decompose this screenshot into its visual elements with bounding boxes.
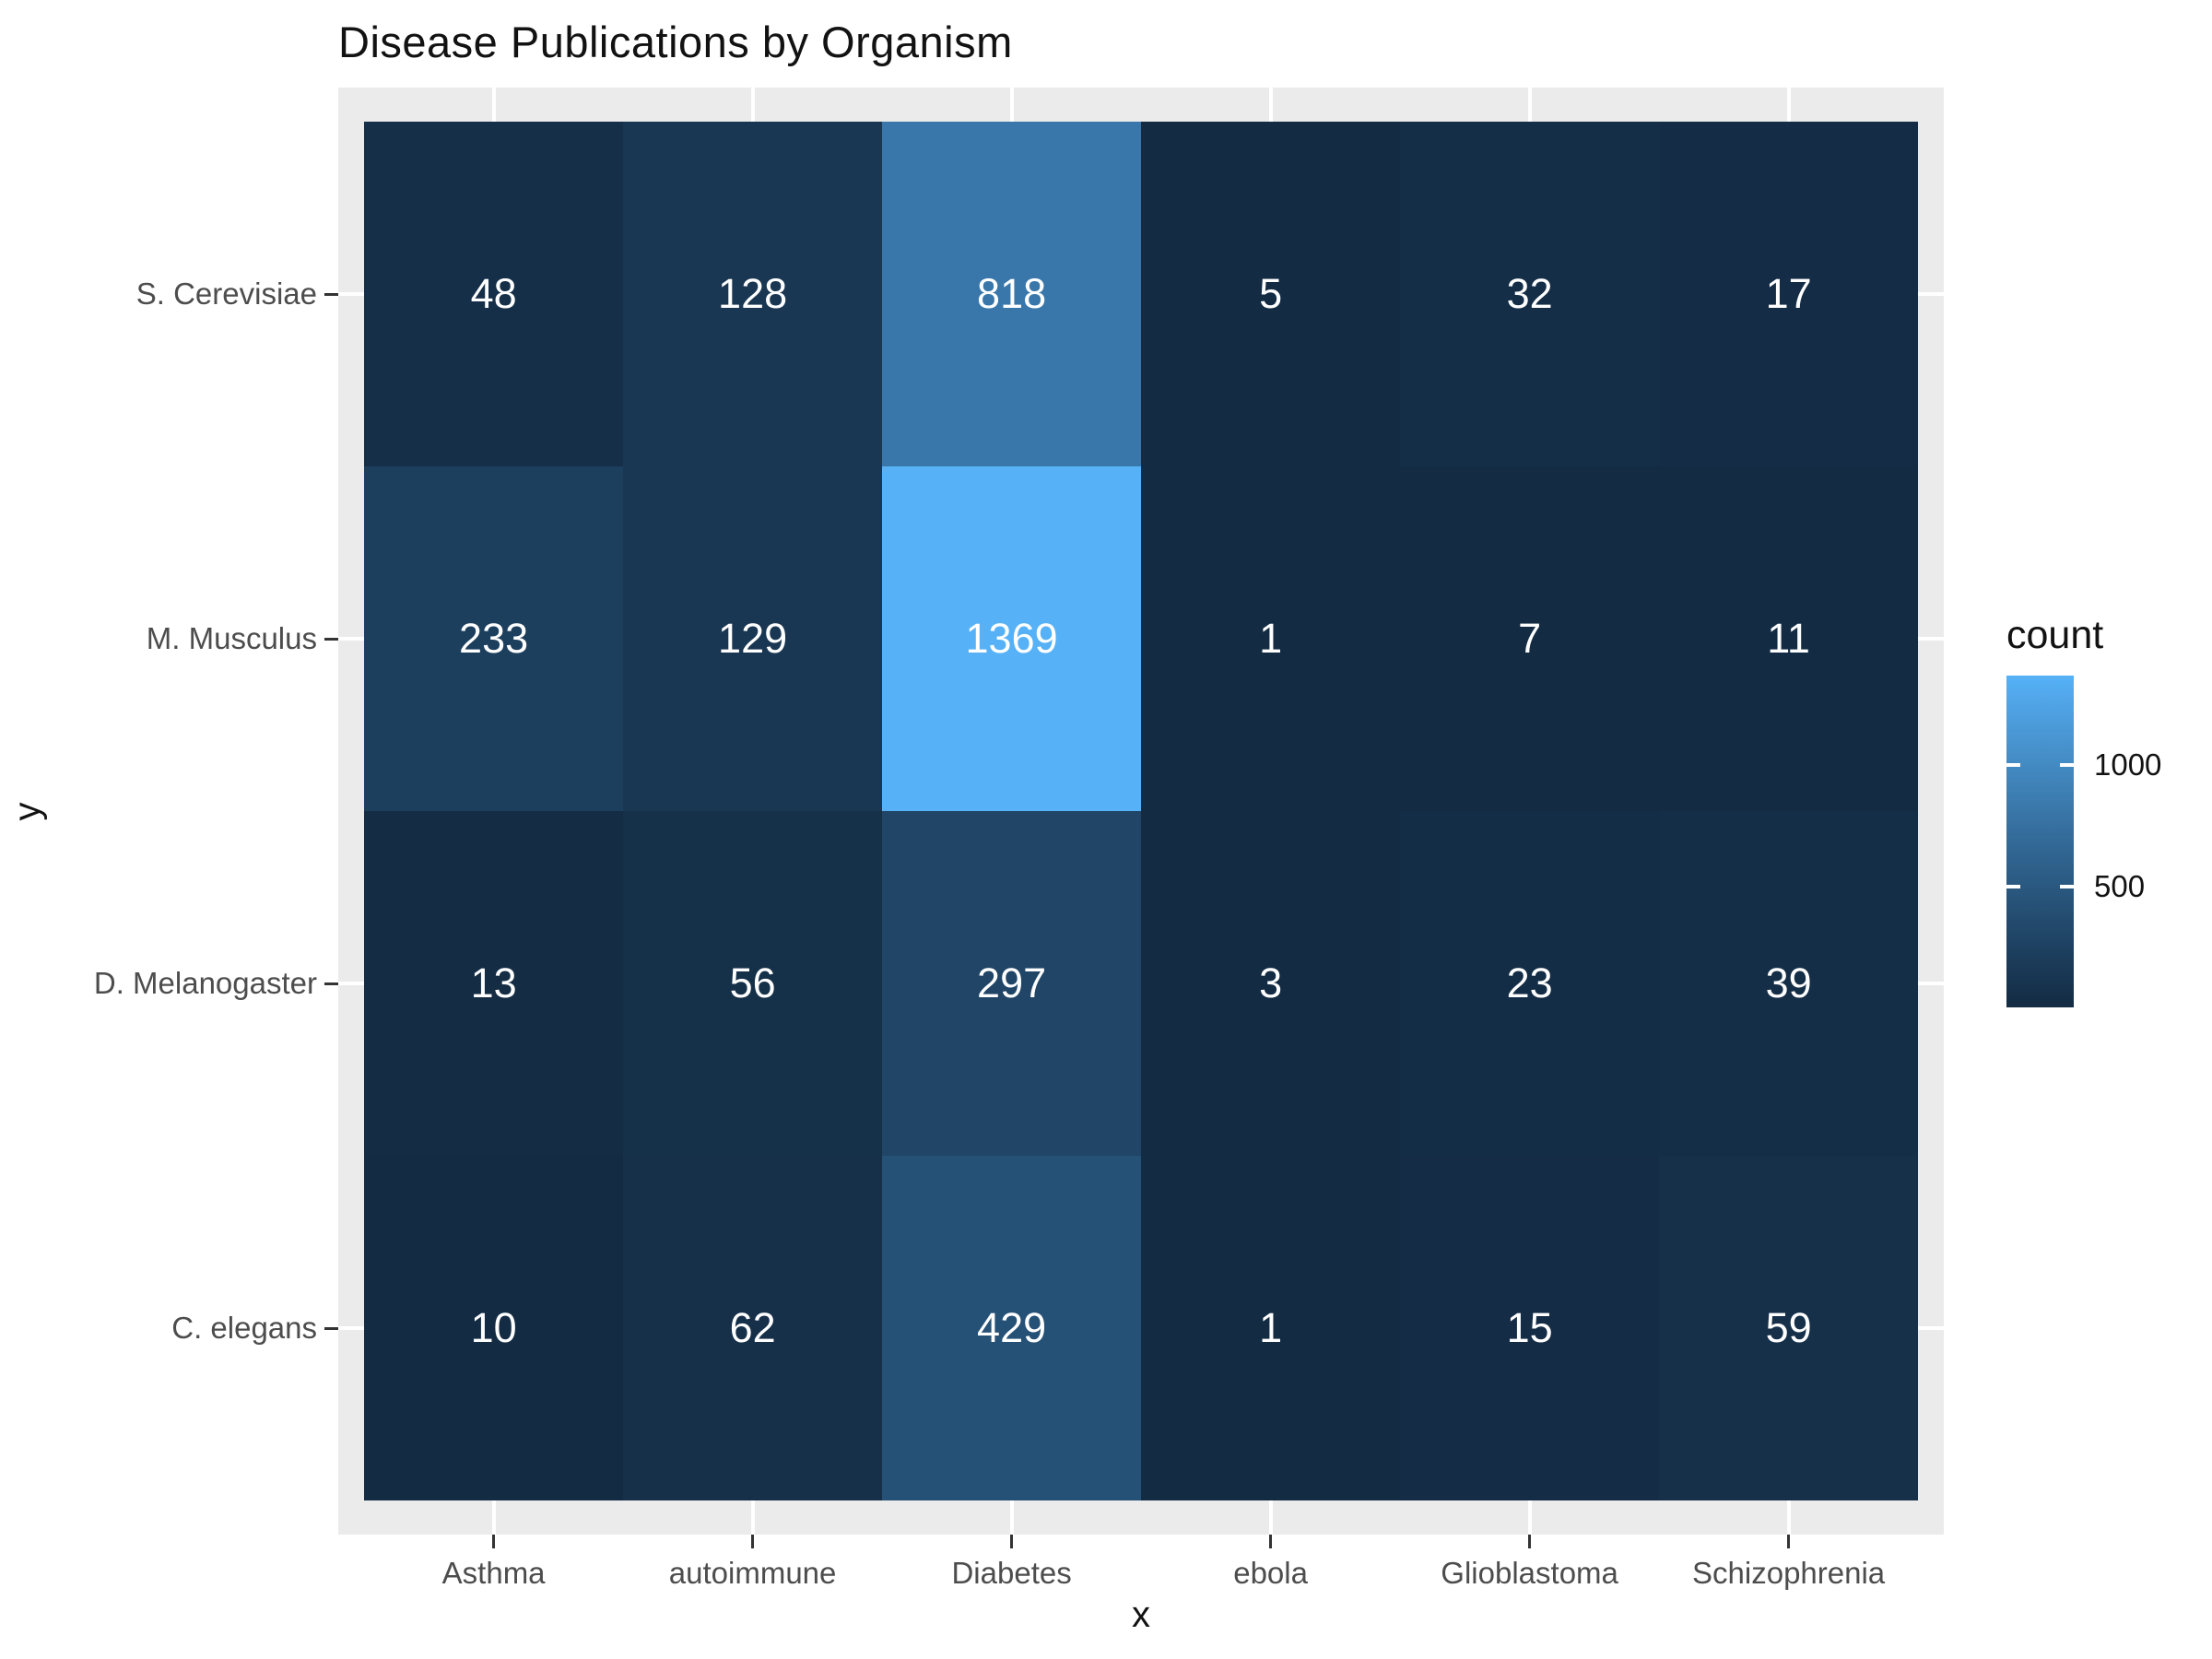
heatmap-cell: 7	[1400, 466, 1660, 811]
x-tick-label: Glioblastoma	[1441, 1556, 1618, 1590]
heatmap-cell: 233	[364, 466, 624, 811]
heatmap-cell: 10	[364, 1156, 624, 1500]
heatmap-cell: 129	[623, 466, 883, 811]
x-tick-mark	[1010, 1535, 1014, 1548]
legend-gradient-bar	[2006, 676, 2074, 1007]
heatmap-cell-value: 128	[718, 270, 788, 317]
x-tick-label: Schizophrenia	[1692, 1556, 1886, 1590]
x-tick-mark	[1269, 1535, 1273, 1548]
heatmap-cell: 32	[1400, 122, 1660, 466]
heatmap-cell-value: 1369	[965, 615, 1058, 662]
y-tick-label: D. Melanogaster	[93, 966, 317, 1000]
y-tick-mark	[324, 292, 338, 296]
y-tick-mark	[324, 637, 338, 641]
heatmap-cell-value: 429	[977, 1304, 1047, 1351]
heatmap-cell: 3	[1141, 811, 1401, 1156]
heatmap-cell: 23	[1400, 811, 1660, 1156]
heatmap-cell: 429	[882, 1156, 1142, 1500]
heatmap-cell-value: 1	[1259, 1304, 1283, 1351]
legend-tick-mark	[2006, 763, 2020, 768]
heatmap-cell: 62	[623, 1156, 883, 1500]
heatmap-cell: 11	[1659, 466, 1919, 811]
y-tick-label: S. Cerevisiae	[135, 276, 317, 311]
plot-panel: 48 128 818 5 32 17 233 129 1369 1 7 11 13 56 297 3 23 39 1…	[338, 88, 1944, 1535]
heatmap-cell-value: 3	[1259, 959, 1283, 1006]
y-tick-label: M. Musculus	[146, 621, 317, 655]
legend-tick-label: 1000	[2094, 747, 2162, 782]
x-tick-label: autoimmune	[668, 1556, 837, 1590]
heatmap-cell: 297	[882, 811, 1142, 1156]
heatmap-cell: 13	[364, 811, 624, 1156]
legend-tick-mark	[2006, 884, 2020, 888]
heatmap-cell-value: 7	[1518, 615, 1542, 662]
legend-title: count	[2006, 613, 2104, 657]
heatmap-cell-value: 233	[459, 615, 529, 662]
heatmap-cell-value: 13	[470, 959, 517, 1006]
heatmap-cell: 59	[1659, 1156, 1919, 1500]
x-axis-title: x	[1132, 1594, 1150, 1635]
heatmap-cell-value: 23	[1506, 959, 1553, 1006]
legend-tick-label: 500	[2094, 868, 2146, 903]
heatmap-cell: 39	[1659, 811, 1919, 1156]
y-tick-label: C. elegans	[171, 1311, 317, 1345]
heatmap-cell-value: 10	[470, 1304, 517, 1351]
heatmap-cell: 1	[1141, 466, 1401, 811]
heatmap-cell: 17	[1659, 122, 1919, 466]
heatmap-cell-value: 17	[1765, 270, 1812, 317]
heatmap-cell-value: 59	[1765, 1304, 1812, 1351]
heatmap-cell-value: 1	[1259, 615, 1283, 662]
y-tick-mark	[324, 982, 338, 985]
x-tick-label: Diabetes	[951, 1556, 1072, 1590]
y-tick-mark	[324, 1326, 338, 1330]
heatmap-cell: 1	[1141, 1156, 1401, 1500]
heatmap-cell-value: 15	[1506, 1304, 1553, 1351]
x-tick-label: ebola	[1233, 1556, 1308, 1590]
heatmap-cell: 5	[1141, 122, 1401, 466]
heatmap-cell: 1369	[882, 466, 1142, 811]
heatmap-cell-value: 32	[1506, 270, 1553, 317]
heatmap-cell-value: 129	[718, 615, 788, 662]
heatmap-cell-value: 56	[729, 959, 776, 1006]
x-tick-label: Asthma	[441, 1556, 546, 1590]
x-tick-mark	[1528, 1535, 1532, 1548]
heatmap-cell-value: 62	[729, 1304, 776, 1351]
heatmap-cell-value: 818	[977, 270, 1047, 317]
heatmap-cell-value: 11	[1767, 615, 1810, 662]
x-tick-mark	[492, 1535, 496, 1548]
heatmap-cell-value: 39	[1765, 959, 1812, 1006]
x-tick-mark	[1787, 1535, 1791, 1548]
legend-tick-mark	[2060, 884, 2074, 888]
heatmap-cell: 48	[364, 122, 624, 466]
heatmap-cell-value: 48	[470, 270, 517, 317]
heatmap-cell: 15	[1400, 1156, 1660, 1500]
legend-tick-mark	[2060, 763, 2074, 768]
heatmap-cell-value: 5	[1259, 270, 1283, 317]
heatmap-cell: 56	[623, 811, 883, 1156]
heatmap-cell: 818	[882, 122, 1142, 466]
x-tick-mark	[751, 1535, 755, 1548]
y-axis-title: y	[6, 802, 48, 821]
heatmap-cell-value: 297	[977, 959, 1047, 1006]
heatmap-cell: 128	[623, 122, 883, 466]
plot-title: Disease Publications by Organism	[338, 18, 1013, 66]
